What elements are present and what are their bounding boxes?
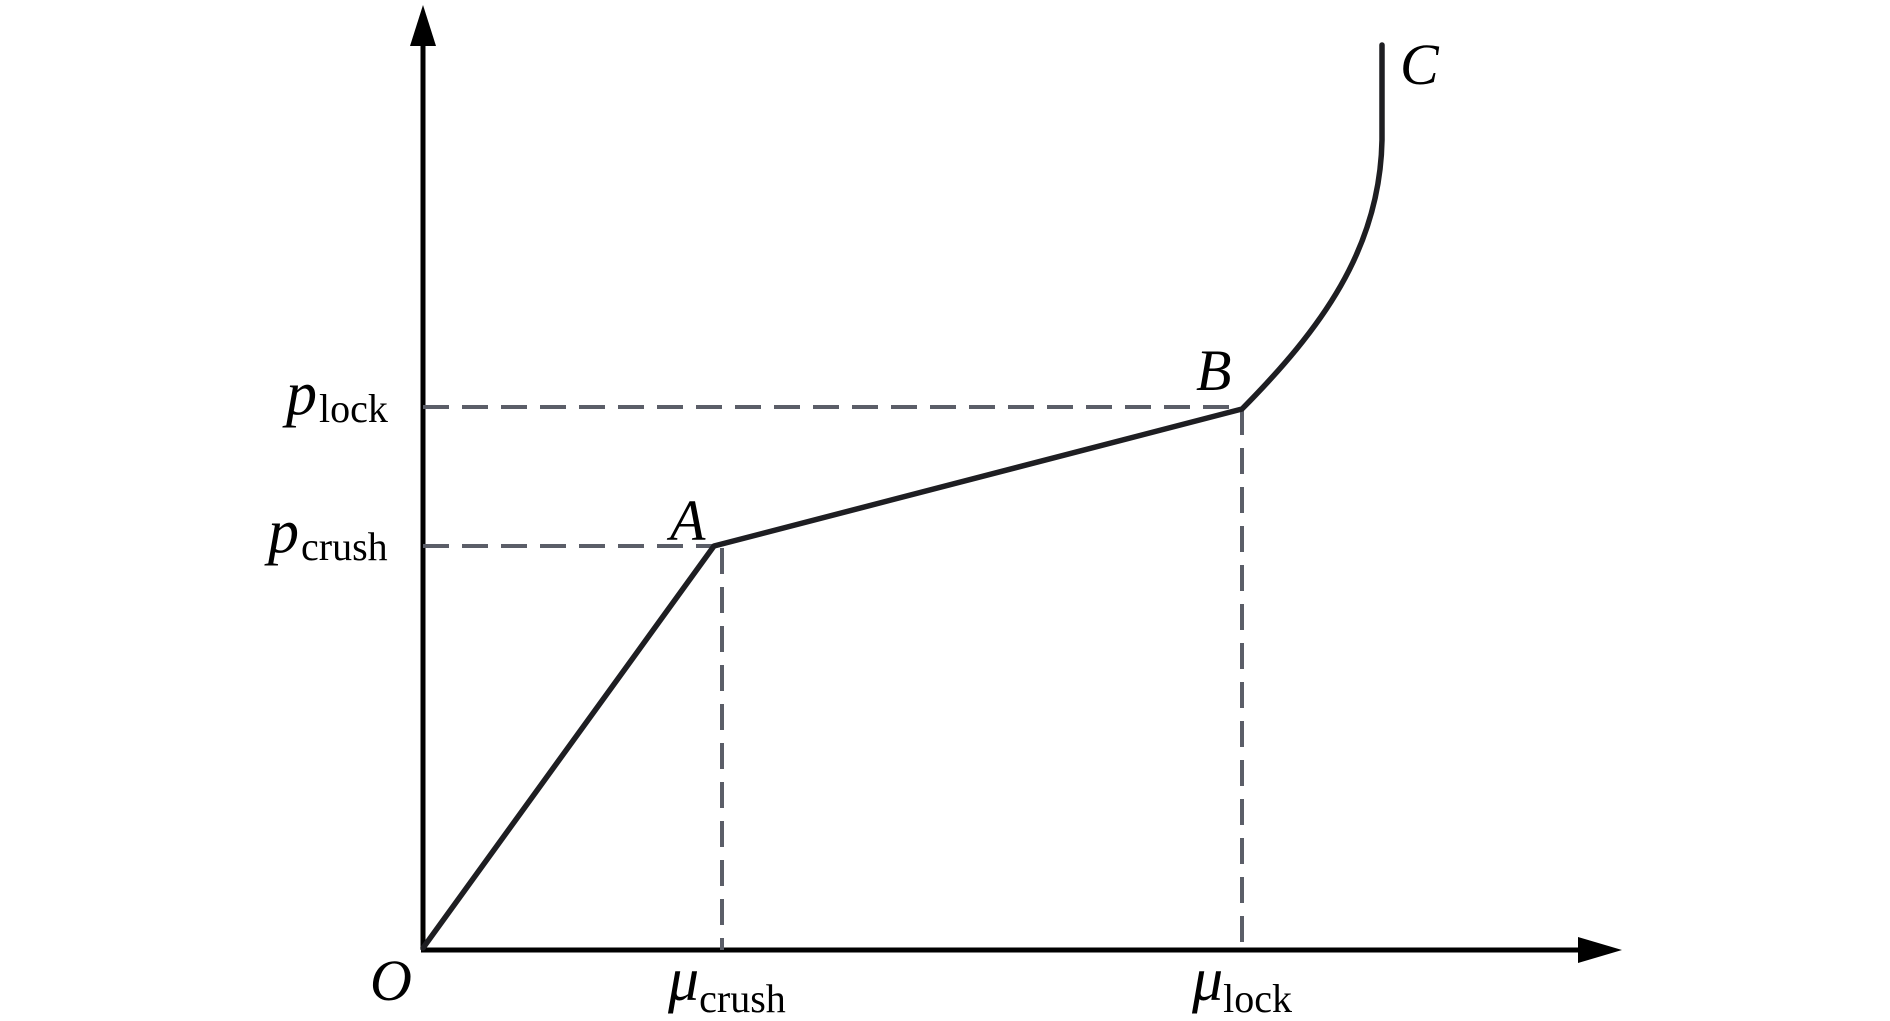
mu-lock-subscript: lock xyxy=(1223,976,1292,1021)
p-lock-label: plock xyxy=(282,360,388,431)
p-crush-symbol: p xyxy=(264,498,299,566)
point-label-a: A xyxy=(666,488,706,553)
p-lock-subscript: lock xyxy=(319,386,388,431)
mu-lock-label: μlock xyxy=(1191,946,1292,1021)
mu-crush-symbol: μ xyxy=(667,946,699,1014)
p-crush-subscript: crush xyxy=(301,524,388,569)
y-axis-arrowhead xyxy=(410,5,436,46)
point-label-origin: O xyxy=(370,948,412,1013)
mu-crush-subscript: crush xyxy=(699,976,786,1021)
mu-crush-label: μcrush xyxy=(667,946,786,1021)
point-label-c: C xyxy=(1400,32,1440,97)
stress-strain-curve xyxy=(420,42,1385,951)
point-label-b: B xyxy=(1196,338,1231,403)
mu-lock-symbol: μ xyxy=(1191,946,1223,1014)
p-lock-symbol: p xyxy=(282,360,317,428)
x-axis-arrowhead xyxy=(1578,937,1622,963)
p-crush-label: pcrush xyxy=(264,498,388,569)
